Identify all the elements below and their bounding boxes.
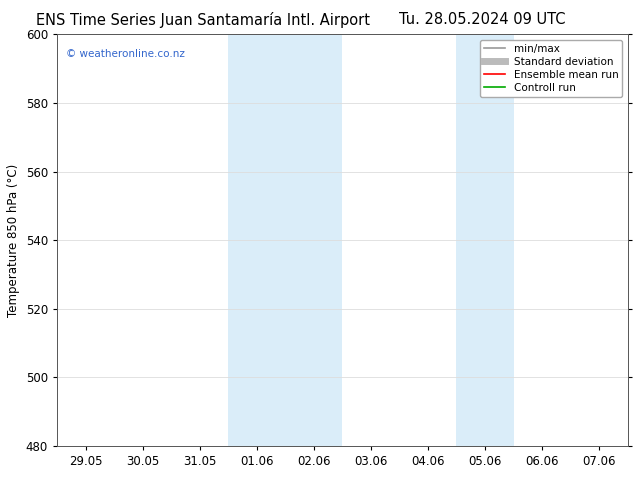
Y-axis label: Temperature 850 hPa (°C): Temperature 850 hPa (°C) [7, 164, 20, 317]
Text: Tu. 28.05.2024 09 UTC: Tu. 28.05.2024 09 UTC [399, 12, 565, 27]
Bar [228, 34, 342, 446]
Text: ENS Time Series Juan Santamaría Intl. Airport: ENS Time Series Juan Santamaría Intl. Ai… [36, 12, 370, 28]
Text: © weatheronline.co.nz: © weatheronline.co.nz [66, 49, 184, 59]
Title: ENS Time Series Juan Santamaría Intl. Airport    Tu. 28.05.2024 09 UTC: ENS Time Series Juan Santamaría Intl. Ai… [0, 489, 1, 490]
Bar [456, 34, 514, 446]
Legend: min/max, Standard deviation, Ensemble mean run, Controll run: min/max, Standard deviation, Ensemble me… [480, 40, 623, 97]
